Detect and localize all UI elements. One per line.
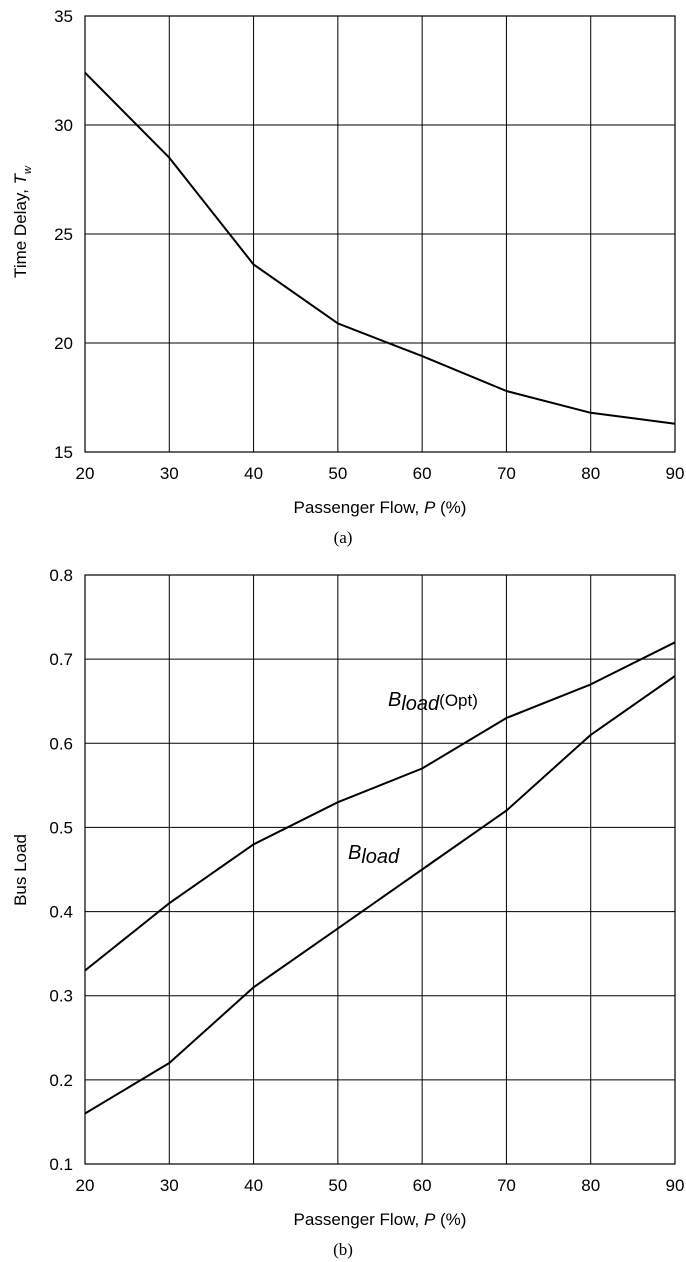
chart-b-caption: (b) (333, 1240, 353, 1259)
x-tick-label: 60 (413, 464, 432, 483)
y-tick-label: 0.2 (49, 1071, 73, 1090)
series-line-1 (84, 675, 676, 1115)
y-tick-label: 0.1 (49, 1155, 73, 1174)
x-tick-label: 30 (160, 464, 179, 483)
y-tick-label: 15 (54, 443, 73, 462)
x-tick-label: 40 (244, 1176, 263, 1195)
series-line-0 (84, 641, 676, 972)
x-tick-label: 60 (413, 1176, 432, 1195)
chart-a-x-tick-labels: 20 30 40 50 60 70 80 90 (76, 464, 685, 483)
y-tick-label: 25 (54, 225, 73, 244)
chart-a-y-axis-label: Time Delay, Tw (11, 165, 34, 278)
chart-b-x-tick-labels: 20 30 40 50 60 70 80 90 (76, 1176, 685, 1195)
chart-b-plot-frame (84, 574, 676, 1165)
x-tick-label: 90 (666, 464, 685, 483)
y-tick-label: 35 (54, 7, 73, 26)
series-label-bload: Bload (348, 842, 400, 868)
chart-a-series (84, 71, 676, 425)
x-tick-label: 80 (581, 464, 600, 483)
chart-a-plot-frame (84, 15, 676, 453)
x-tick-label: 70 (497, 464, 516, 483)
x-tick-label: 70 (497, 1176, 516, 1195)
chart-a-caption: (a) (334, 528, 353, 547)
chart-b-y-axis-label: Bus Load (11, 834, 30, 906)
y-tick-label: 0.4 (49, 903, 73, 922)
y-tick-label: 0.6 (49, 734, 73, 753)
x-tick-label: 20 (76, 464, 95, 483)
x-tick-label: 20 (76, 1176, 95, 1195)
chart-b-grid (84, 574, 676, 1165)
x-tick-label: 50 (328, 464, 347, 483)
y-tick-label: 0.7 (49, 650, 73, 669)
y-tick-label: 0.3 (49, 987, 73, 1006)
series-line-0 (84, 71, 676, 425)
chart-a-grid (84, 15, 676, 453)
y-tick-label: 0.5 (49, 818, 73, 837)
y-tick-label: 30 (54, 116, 73, 135)
x-tick-label: 40 (244, 464, 263, 483)
x-tick-label: 30 (160, 1176, 179, 1195)
chart-b-x-axis-label: Passenger Flow, P (%) (294, 1210, 467, 1229)
y-tick-label: 0.8 (49, 566, 73, 585)
chart-b: 0.1 0.2 0.3 0.4 0.5 0.6 0.7 0.8 20 30 40 50 60 70 80 9… (11, 566, 684, 1259)
x-tick-label: 90 (666, 1176, 685, 1195)
x-tick-label: 80 (581, 1176, 600, 1195)
series-label-bload-opt: Bload(Opt) (388, 689, 478, 715)
chart-b-series (84, 641, 676, 1115)
x-tick-label: 50 (328, 1176, 347, 1195)
chart-a-y-tick-labels: 15 20 25 30 35 (54, 7, 73, 462)
chart-b-y-tick-labels: 0.1 0.2 0.3 0.4 0.5 0.6 0.7 0.8 (49, 566, 73, 1174)
chart-a-x-axis-label: Passenger Flow, P (%) (294, 498, 467, 517)
y-tick-label: 20 (54, 334, 73, 353)
